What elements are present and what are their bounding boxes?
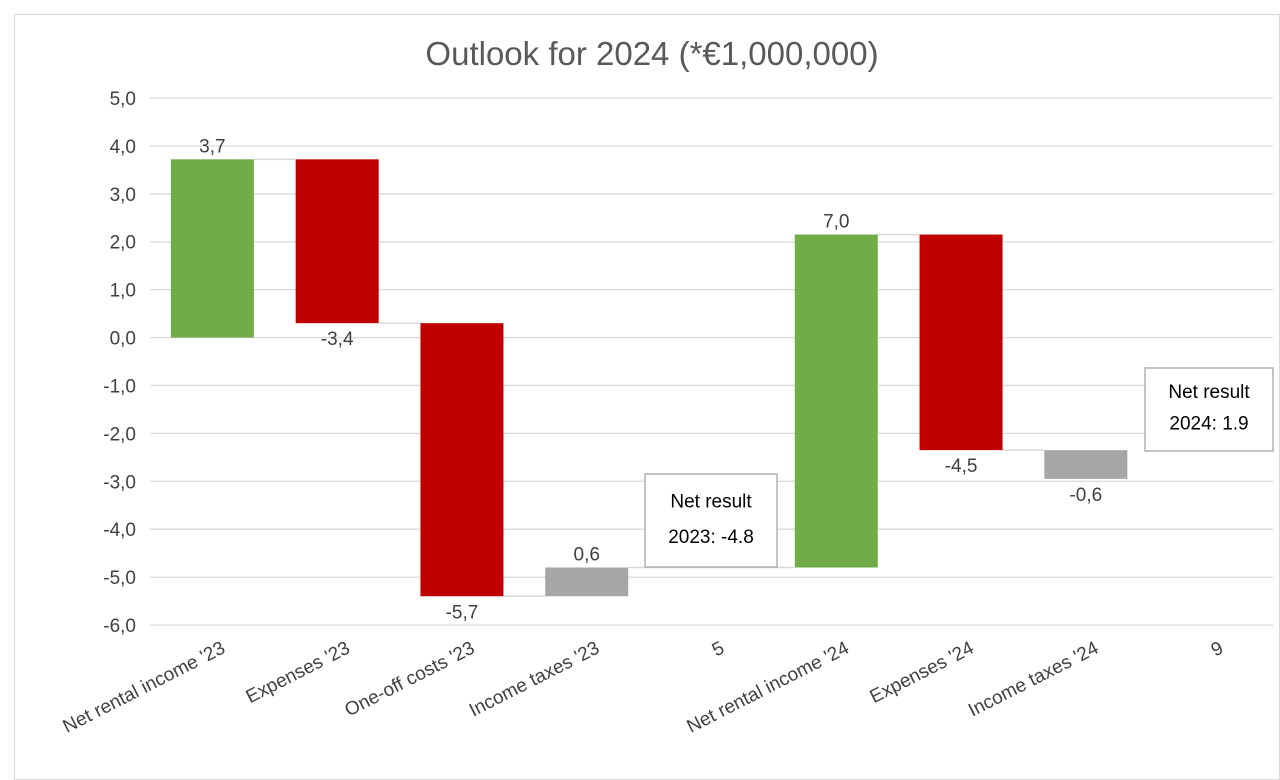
y-tick-label: 4,0 — [110, 137, 136, 158]
bar — [794, 234, 878, 568]
data-label: 7,0 — [823, 212, 849, 233]
y-tick-label: -4,0 — [103, 520, 136, 541]
bar — [545, 567, 629, 597]
net-result-callout: Net result 2023: -4.8 — [644, 473, 778, 568]
callout-line: Net result — [1168, 382, 1250, 403]
y-tick-label: -1,0 — [103, 376, 136, 397]
data-label: -0,6 — [1069, 485, 1102, 506]
data-label: -4,5 — [945, 456, 978, 477]
y-tick-label: -3,0 — [103, 472, 136, 493]
data-label: -3,4 — [321, 329, 354, 350]
y-tick-label: 0,0 — [110, 329, 136, 350]
category-label: 9 — [1208, 638, 1227, 662]
data-labels: 3,7 -3,4 -5,7 0,6 7,0 -4,5 -0,6 — [199, 136, 1102, 623]
bars — [170, 159, 1128, 597]
category-label: Net rental income '24 — [684, 638, 853, 738]
category-label: Expenses '24 — [867, 638, 978, 708]
bar — [170, 159, 254, 338]
callout-line: Net result — [670, 491, 752, 512]
callout-line: 2023: -4.8 — [668, 527, 754, 548]
callout-line: 2024: 1.9 — [1169, 413, 1248, 434]
bar — [919, 234, 1003, 451]
data-label: 0,6 — [574, 545, 600, 566]
category-label: One-off costs '23 — [342, 638, 479, 721]
bar — [1044, 450, 1128, 479]
category-label: Income taxes '24 — [965, 638, 1102, 722]
bar — [420, 323, 504, 597]
net-result-callout: Net result 2024: 1.9 — [1144, 367, 1274, 452]
category-label: 5 — [709, 638, 728, 662]
category-label: Income taxes '23 — [466, 638, 603, 722]
y-axis-ticks: 5,0 4,0 3,0 2,0 1,0 0,0 -1,0 -2,0 -3,0 -4,0 -5,0 -6… — [103, 89, 136, 637]
chart-frame — [14, 14, 1280, 780]
y-tick-label: -5,0 — [103, 568, 136, 589]
callouts: Net result 2023: -4.8 Net result 2024: 1.9 — [644, 367, 1274, 568]
x-axis-categories: Net rental income '23 Expenses '23One-off… — [60, 638, 1227, 738]
bar — [295, 159, 379, 324]
y-tick-label: 5,0 — [110, 89, 136, 110]
chart-title: Outlook for 2024 (*€1,000,000) — [425, 35, 878, 72]
data-label: 3,7 — [199, 136, 225, 157]
y-tick-label: 2,0 — [110, 233, 136, 254]
category-label: Net rental income '23 — [60, 638, 229, 738]
y-tick-label: 3,0 — [110, 185, 136, 206]
y-tick-label: 1,0 — [110, 281, 136, 302]
y-tick-label: -2,0 — [103, 424, 136, 445]
category-label: Expenses '23 — [243, 638, 354, 708]
data-label: -5,7 — [446, 602, 479, 623]
y-tick-label: -6,0 — [103, 616, 136, 637]
